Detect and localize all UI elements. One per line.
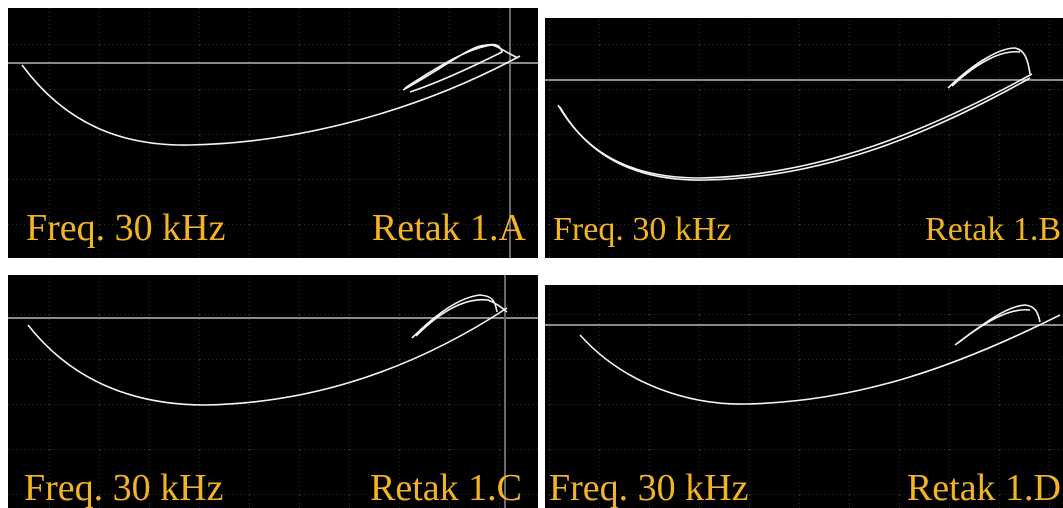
panel-c: Freq. 30 kHz Retak 1.C [8, 275, 538, 508]
panel-label: Retak 1.D [907, 467, 1061, 508]
frequency-label: Freq. 30 kHz [24, 467, 223, 508]
panel-a: Freq. 30 kHz Retak 1.A [8, 8, 538, 258]
figure: Freq. 30 kHz Retak 1.A Freq. 30 kHz Reta… [0, 0, 1063, 508]
panel-d: Freq. 30 kHz Retak 1.D [545, 285, 1063, 508]
page: {"panels": [ {"frequency": "Freq. 30 kHz… [0, 0, 1063, 508]
panel-label: Retak 1.B [925, 211, 1061, 248]
frequency-label: Freq. 30 kHz [26, 207, 225, 249]
frequency-label: Freq. 30 kHz [549, 467, 748, 508]
frequency-label: Freq. 30 kHz [553, 211, 731, 248]
panel-b: Freq. 30 kHz Retak 1.B [545, 18, 1063, 258]
panel-label: Retak 1.C [370, 467, 522, 508]
panel-label: Retak 1.A [372, 207, 527, 249]
